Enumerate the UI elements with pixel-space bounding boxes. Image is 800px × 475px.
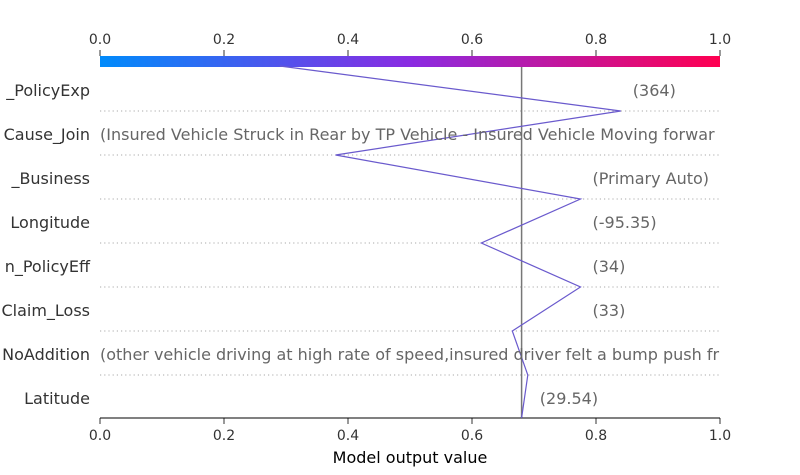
x-tick-label: 0.2 (213, 428, 235, 444)
feature-value-label: (-95.35) (593, 213, 657, 232)
feature-label: Claim_Loss (1, 301, 90, 321)
feature-value-label: (other vehicle driving at high rate of s… (100, 345, 719, 364)
row-guides (100, 110, 720, 376)
feature-label: Longitude (10, 213, 90, 232)
x-tick-label: 0.8 (585, 428, 607, 444)
feature-labels: _PolicyExp Cause_Join _Business Longitude n_… (1, 81, 91, 408)
feature-value-label: (29.54) (540, 389, 598, 408)
feature-value-label: (33) (593, 301, 626, 320)
colorbar-tick-label: 0.4 (337, 32, 359, 48)
feature-value-label: (Primary Auto) (593, 169, 710, 188)
feature-label: Cause_Join (4, 125, 90, 145)
x-tick-label: 0.0 (89, 428, 111, 444)
feature-value-label: (34) (593, 257, 626, 276)
decision-path (279, 65, 621, 419)
colorbar-tick-label: 0.0 (89, 32, 111, 48)
feature-label: Latitude (24, 389, 90, 408)
colorbar-axis: 0.0 0.2 0.4 0.6 0.8 1.0 (89, 32, 731, 56)
feature-value-label: (Insured Vehicle Struck in Rear by TP Ve… (100, 125, 715, 144)
feature-value-label: (364) (633, 81, 676, 100)
feature-label: _Business (10, 169, 90, 189)
x-tick-label: 1.0 (709, 428, 731, 444)
colorbar-tick-label: 0.6 (461, 32, 483, 48)
x-axis-title: Model output value (333, 448, 488, 467)
feature-value-labels: (364) (Insured Vehicle Struck in Rear by … (100, 81, 719, 408)
x-tick-label: 0.4 (337, 428, 359, 444)
feature-label: NoAddition (2, 345, 90, 364)
feature-label: _PolicyExp (5, 81, 90, 101)
colorbar-tick-label: 1.0 (709, 32, 731, 48)
colorbar-tick-label: 0.2 (213, 32, 235, 48)
colorbar-tick-label: 0.8 (585, 32, 607, 48)
feature-label: n_PolicyEff (5, 257, 91, 277)
colorbar (100, 56, 720, 67)
bottom-axis: 0.0 0.2 0.4 0.6 0.8 1.0 (89, 418, 731, 444)
x-tick-label: 0.6 (461, 428, 483, 444)
